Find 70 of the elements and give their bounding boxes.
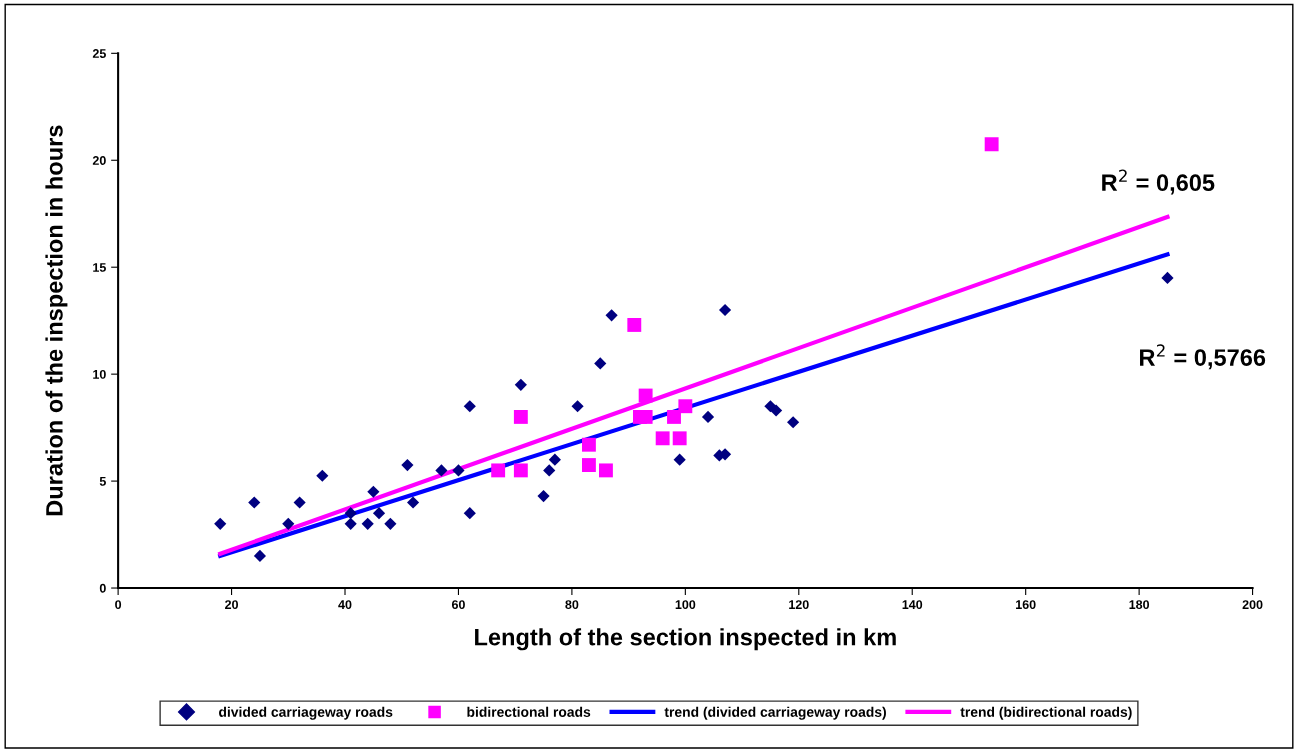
point — [984, 137, 999, 152]
point — [401, 458, 414, 472]
point — [770, 404, 783, 417]
point — [581, 437, 596, 452]
x-tick-label: 160 — [1016, 600, 1036, 610]
x-tick-label: 0 — [115, 600, 122, 610]
point — [513, 409, 528, 424]
point — [463, 400, 476, 413]
point — [248, 496, 261, 509]
point — [548, 453, 561, 466]
point — [514, 378, 527, 391]
point — [627, 318, 642, 332]
point — [491, 463, 506, 478]
x-tick-label: 200 — [1242, 600, 1263, 610]
y-tick-label: 10 — [93, 369, 106, 379]
y-tick-label: 20 — [92, 156, 106, 165]
point — [678, 399, 693, 414]
y-tick-label: 5 — [99, 477, 106, 486]
point — [384, 517, 397, 530]
point — [361, 517, 374, 530]
point — [344, 507, 357, 520]
y-axis-title: Duration of the inspection in hours — [45, 125, 68, 516]
point — [581, 458, 596, 472]
point — [571, 400, 584, 413]
point — [638, 388, 653, 403]
point — [655, 431, 670, 446]
point — [701, 410, 715, 424]
point — [638, 409, 653, 424]
point — [672, 431, 687, 446]
x-tick-label: 180 — [1129, 600, 1150, 610]
x-tick-label: 60 — [451, 600, 465, 610]
y-tick-label: 15 — [93, 263, 106, 272]
point — [214, 517, 227, 530]
y-tick-label: 25 — [92, 49, 106, 58]
point — [293, 496, 306, 509]
x-tick-label: 20 — [225, 600, 238, 610]
point — [452, 464, 465, 477]
point — [537, 489, 550, 503]
point — [787, 416, 800, 429]
point — [718, 303, 732, 317]
point — [316, 469, 329, 482]
point — [367, 485, 380, 498]
point — [282, 517, 295, 530]
legend-label: bidirectional roads — [467, 706, 591, 717]
point — [513, 463, 528, 478]
point — [406, 496, 420, 509]
point — [435, 464, 448, 477]
point — [344, 517, 357, 530]
legend-label: divided carriageway roads — [219, 706, 393, 720]
annotation: R$^{2}$ = 0,605 — [1102, 169, 1215, 195]
point — [1161, 271, 1174, 284]
point — [594, 357, 607, 370]
legend-label: trend (divided carriageway roads) — [664, 706, 886, 720]
point — [598, 463, 613, 478]
x-tick-label: 80 — [565, 600, 579, 610]
x-axis-title: Length of the section inspected in km — [475, 628, 896, 651]
x-tick-label: 100 — [675, 600, 696, 610]
annotation: R$^{2}$ = 0,5766 — [1140, 344, 1266, 370]
point — [253, 549, 267, 563]
point — [372, 507, 386, 520]
point — [543, 464, 556, 477]
point — [463, 507, 476, 520]
x-tick-label: 140 — [902, 600, 923, 610]
legend-label: trend (bidirectional roads) — [960, 706, 1132, 720]
x-tick-label: 120 — [789, 600, 809, 610]
point — [605, 309, 618, 322]
x-tick-label: 40 — [338, 600, 352, 610]
point — [667, 409, 681, 424]
point — [673, 453, 686, 466]
y-tick-label: 0 — [99, 583, 106, 593]
